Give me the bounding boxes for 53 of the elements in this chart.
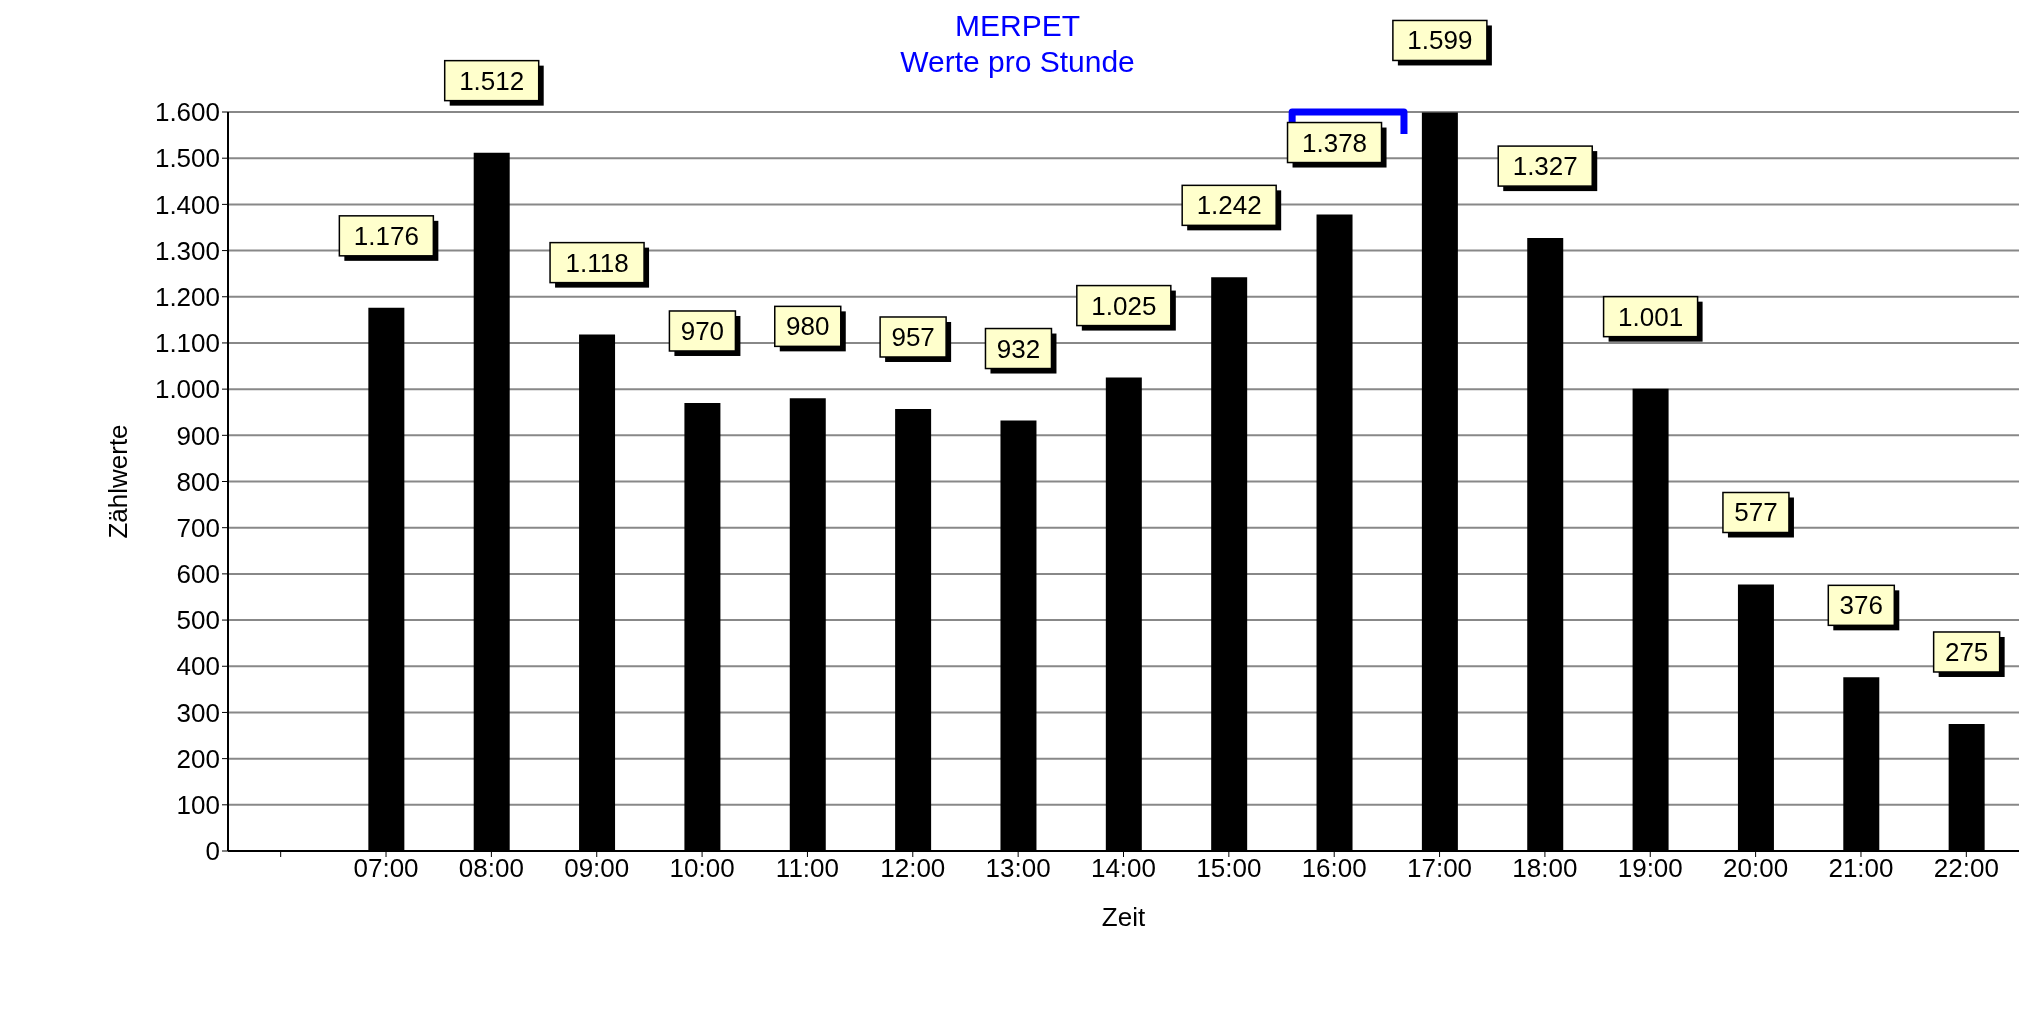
x-tick-label: 08:00 xyxy=(458,853,524,884)
x-tick-label: 16:00 xyxy=(1301,853,1367,884)
y-tick-label: 1.500 xyxy=(154,143,220,174)
data-label: 1.327 xyxy=(1512,151,1578,182)
y-tick-label: 600 xyxy=(176,559,220,590)
chart-title: MERPET xyxy=(954,9,1080,42)
y-tick-label: 900 xyxy=(176,420,220,451)
data-label: 1.025 xyxy=(1091,290,1157,321)
y-tick-label: 100 xyxy=(176,790,220,821)
data-label: 1.512 xyxy=(459,65,525,96)
y-tick-label: 200 xyxy=(176,743,220,774)
data-label: 1.242 xyxy=(1196,190,1262,221)
x-tick-label: 18:00 xyxy=(1512,853,1578,884)
x-tick-label: 07:00 xyxy=(353,853,419,884)
y-tick-label: 500 xyxy=(176,605,220,636)
x-tick-label: 13:00 xyxy=(985,853,1051,884)
x-tick-label: 19:00 xyxy=(1617,853,1683,884)
data-label: 970 xyxy=(680,315,725,346)
data-label: 1.118 xyxy=(565,247,629,278)
data-label: 1.599 xyxy=(1407,25,1473,56)
y-tick-label: 400 xyxy=(176,651,220,682)
y-tick-label: 800 xyxy=(176,466,220,497)
data-label: 1.001 xyxy=(1618,301,1684,332)
y-tick-label: 1.300 xyxy=(154,235,220,266)
x-axis-title: Zeit xyxy=(1101,902,1146,932)
data-label: 932 xyxy=(996,333,1041,364)
x-tick-label: 22:00 xyxy=(1933,853,1999,884)
x-tick-label: 21:00 xyxy=(1828,853,1894,884)
x-tick-label: 09:00 xyxy=(564,853,630,884)
y-tick-label: 1.400 xyxy=(154,189,220,220)
data-label: 980 xyxy=(786,311,830,342)
x-tick-label: 20:00 xyxy=(1723,853,1789,884)
y-tick-label: 1.100 xyxy=(154,328,220,359)
x-tick-label: 12:00 xyxy=(880,853,946,884)
y-tick-label: 1.600 xyxy=(154,97,220,128)
y-tick-label: 700 xyxy=(176,512,220,543)
data-label: 1.378 xyxy=(1301,127,1368,158)
chart-subtitle: Werte pro Stunde xyxy=(900,45,1135,78)
y-tick-label: 300 xyxy=(176,697,220,728)
x-tick-label: 15:00 xyxy=(1196,853,1262,884)
data-label: 577 xyxy=(1734,497,1778,528)
x-tick-label: 11:00 xyxy=(775,853,840,884)
y-tick-label: 1.200 xyxy=(154,281,220,312)
data-label: 1.176 xyxy=(353,220,419,251)
data-label: 376 xyxy=(1839,590,1883,621)
y-tick-label: 1.000 xyxy=(154,374,220,405)
x-tick-label: 10:00 xyxy=(669,853,735,884)
x-tick-label: 17:00 xyxy=(1407,853,1473,884)
data-label: 275 xyxy=(1944,636,1989,667)
y-axis-title: Zählwerte xyxy=(103,424,134,539)
x-tick-label: 14:00 xyxy=(1090,853,1157,884)
data-label: 957 xyxy=(891,321,935,352)
y-tick-label: 0 xyxy=(205,836,220,867)
